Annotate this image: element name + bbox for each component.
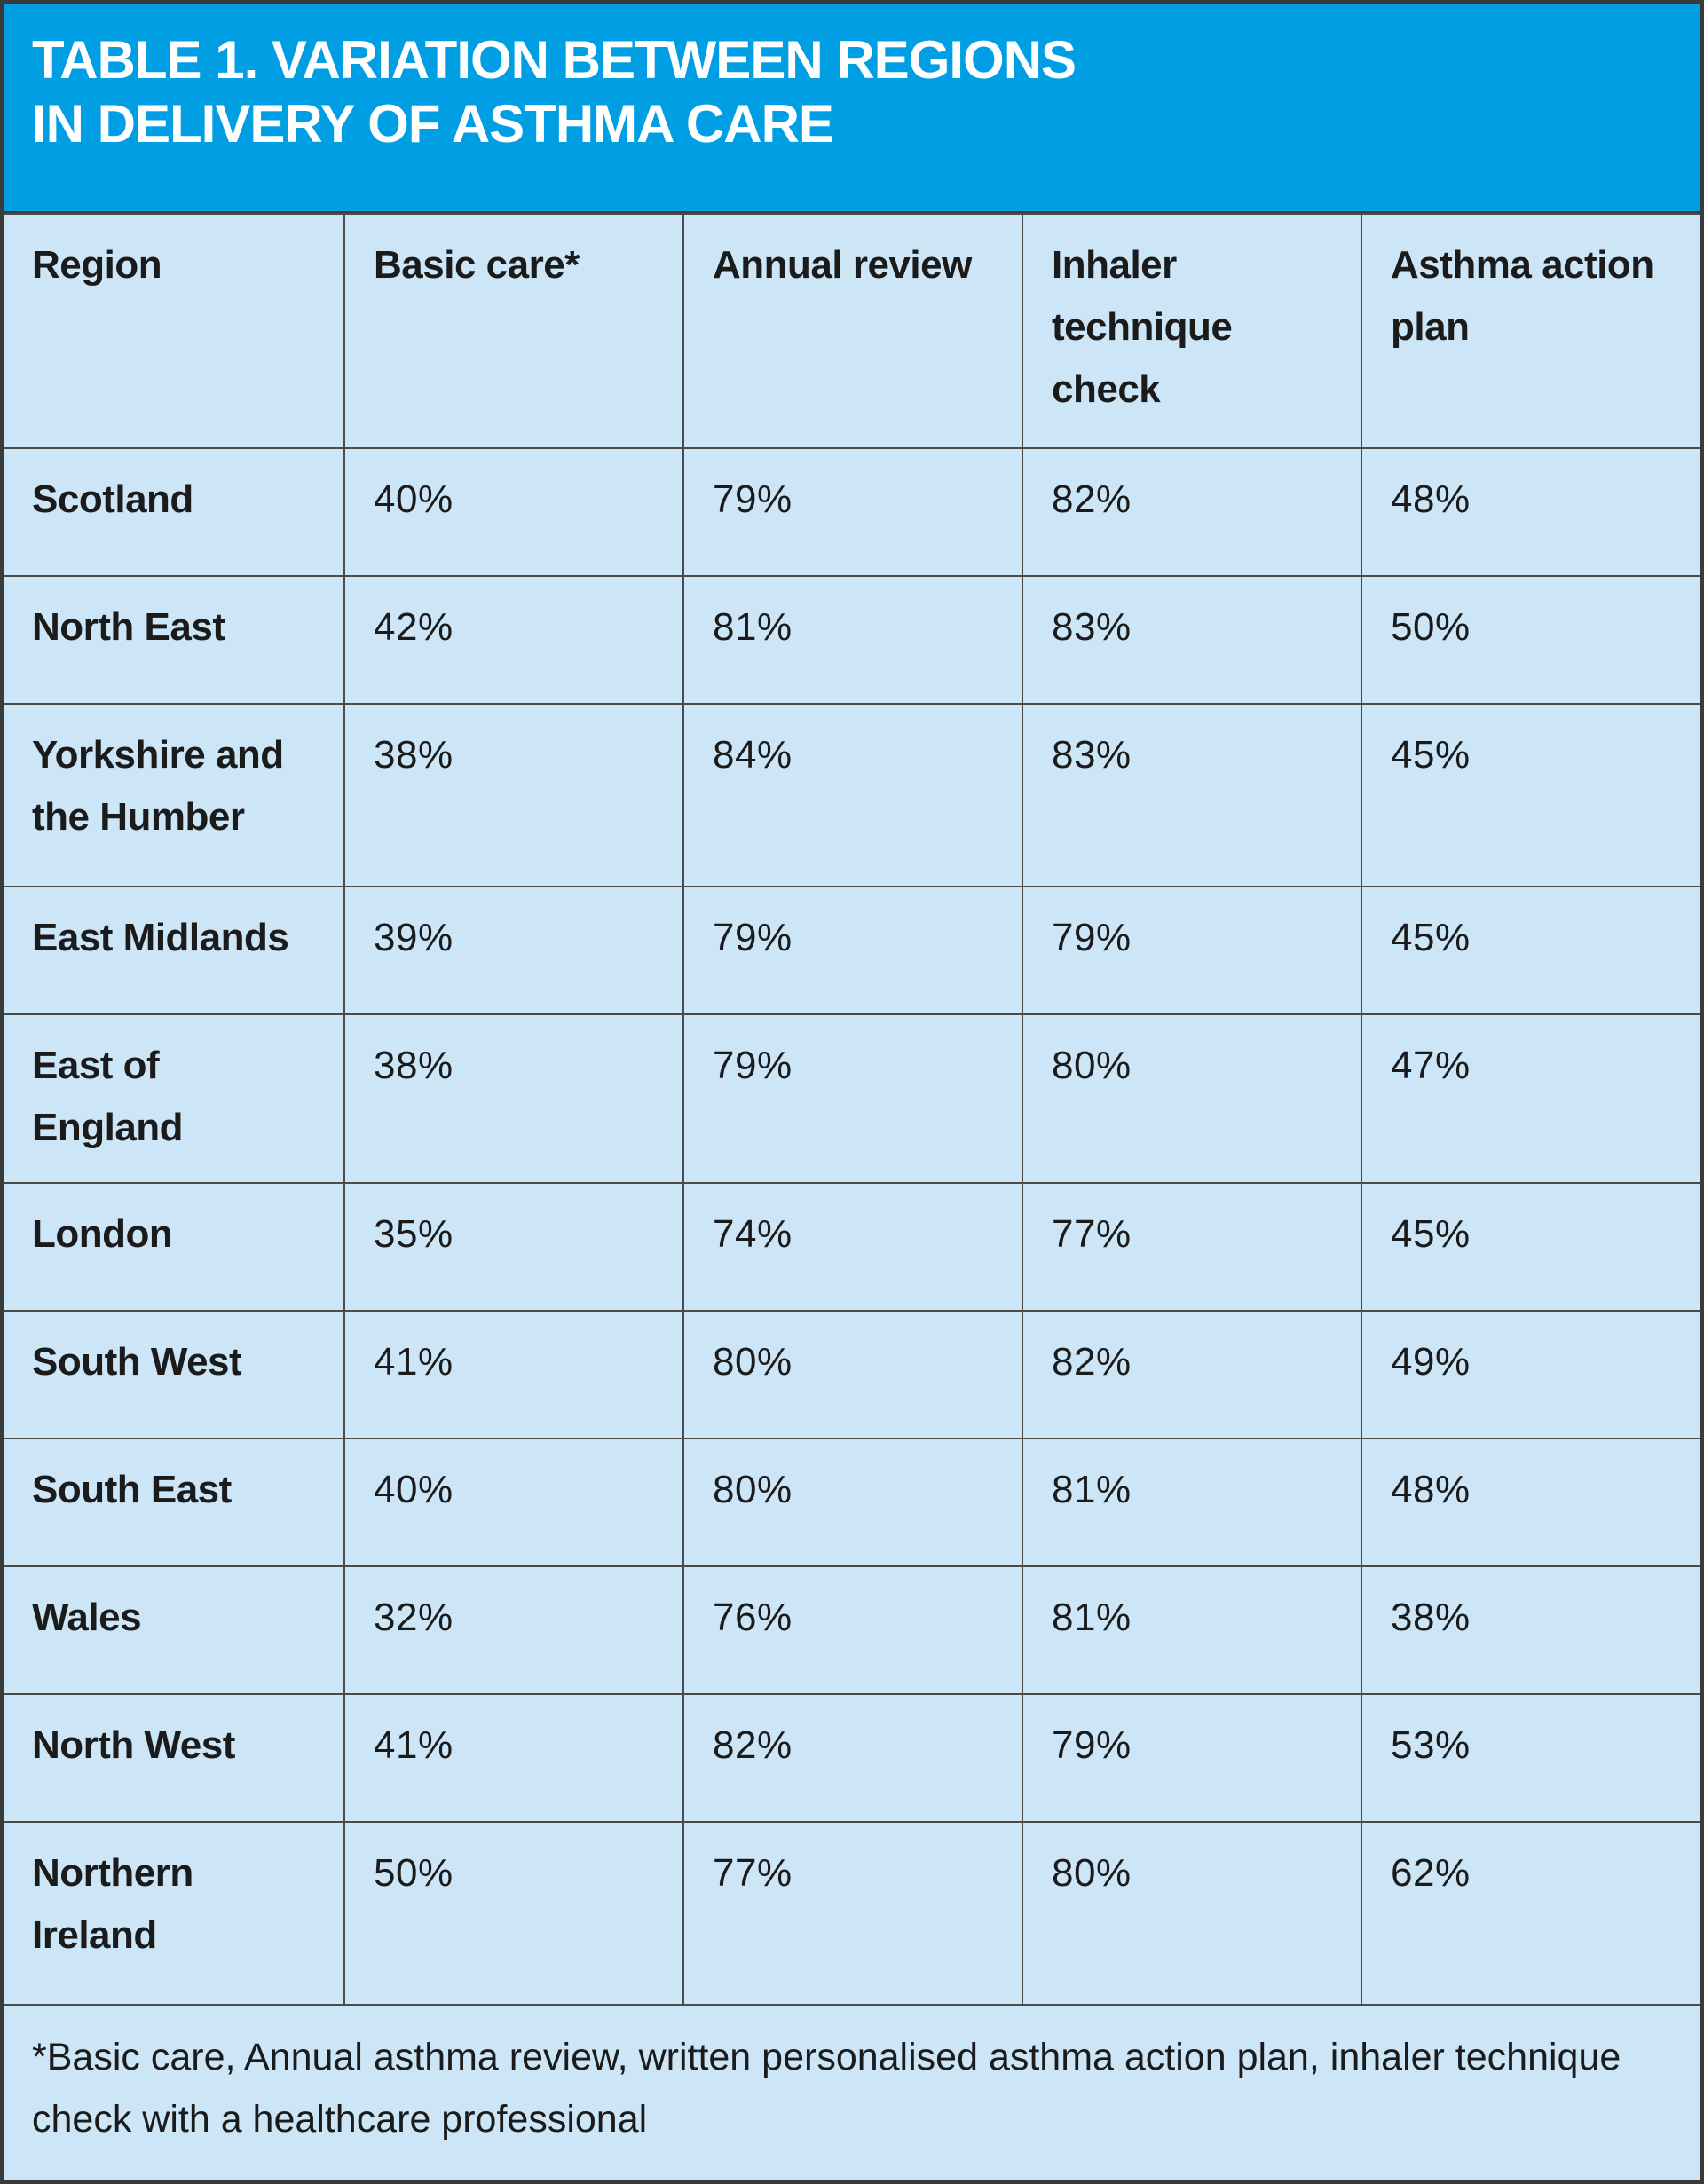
annual-review-cell: 80%	[682, 1310, 1023, 1439]
inhaler-check-cell: 83%	[1022, 703, 1362, 887]
table-row: Scotland 40% 79% 82% 48%	[4, 447, 1700, 577]
basic-care-cell: 39%	[343, 886, 684, 1015]
table-row: East Midlands 39% 79% 79% 45%	[4, 886, 1700, 1015]
region-cell: North East	[4, 575, 345, 705]
region-cell: South West	[4, 1310, 345, 1439]
action-plan-cell: 45%	[1361, 703, 1700, 887]
basic-care-cell: 41%	[343, 1693, 684, 1823]
header-row: Region Basic care* Annual review Inhaler…	[4, 213, 1700, 449]
basic-care-cell: 32%	[343, 1565, 684, 1695]
inhaler-check-cell: 80%	[1022, 1013, 1362, 1184]
table-row: South East 40% 80% 81% 48%	[4, 1438, 1700, 1567]
region-cell: London	[4, 1182, 345, 1312]
region-cell: Scotland	[4, 447, 345, 577]
annual-review-cell: 79%	[682, 1013, 1023, 1184]
basic-care-cell: 50%	[343, 1821, 684, 2006]
inhaler-check-cell: 81%	[1022, 1438, 1362, 1567]
table-row: Northern Ireland 50% 77% 80% 62%	[4, 1821, 1700, 2006]
action-plan-cell: 38%	[1361, 1565, 1700, 1695]
region-cell: Yorkshire and the Humber	[4, 703, 345, 887]
annual-review-cell: 76%	[682, 1565, 1023, 1695]
annual-review-cell: 80%	[682, 1438, 1023, 1567]
action-plan-cell: 49%	[1361, 1310, 1700, 1439]
table-title-line-1: TABLE 1. VARIATION BETWEEN REGIONS	[32, 30, 1077, 90]
annual-review-cell: 77%	[682, 1821, 1023, 2006]
table-row: North West 41% 82% 79% 53%	[4, 1693, 1700, 1823]
region-cell: South East	[4, 1438, 345, 1567]
annual-review-cell: 84%	[682, 703, 1023, 887]
action-plan-cell: 50%	[1361, 575, 1700, 705]
annual-review-cell: 74%	[682, 1182, 1023, 1312]
basic-care-cell: 40%	[343, 1438, 684, 1567]
inhaler-check-cell: 81%	[1022, 1565, 1362, 1695]
table-row: Yorkshire and the Humber 38% 84% 83% 45%	[4, 703, 1700, 887]
region-cell: East Midlands	[4, 886, 345, 1015]
inhaler-check-cell: 82%	[1022, 447, 1362, 577]
region-cell: East of England	[4, 1013, 345, 1184]
action-plan-cell: 48%	[1361, 447, 1700, 577]
header-asthma-action-plan: Asthma action plan	[1361, 213, 1700, 449]
basic-care-cell: 35%	[343, 1182, 684, 1312]
region-cell: Northern Ireland	[4, 1821, 345, 2006]
basic-care-cell: 40%	[343, 447, 684, 577]
table-title-bar: TABLE 1. VARIATION BETWEEN REGIONS IN DE…	[4, 4, 1700, 213]
inhaler-check-cell: 77%	[1022, 1182, 1362, 1312]
table-footnote: *Basic care, Annual asthma review, writt…	[32, 2036, 1621, 2141]
table-title-line-2: IN DELIVERY OF ASTHMA CARE	[32, 94, 834, 154]
action-plan-cell: 48%	[1361, 1438, 1700, 1567]
header-annual-review: Annual review	[682, 213, 1023, 449]
table-row: East of England 38% 79% 80% 47%	[4, 1013, 1700, 1184]
table-row: South West 41% 80% 82% 49%	[4, 1310, 1700, 1439]
table-row: London 35% 74% 77% 45%	[4, 1182, 1700, 1312]
asthma-care-table: Region Basic care* Annual review Inhaler…	[4, 213, 1700, 2006]
action-plan-cell: 62%	[1361, 1821, 1700, 2006]
basic-care-cell: 42%	[343, 575, 684, 705]
inhaler-check-cell: 79%	[1022, 1693, 1362, 1823]
inhaler-check-cell: 80%	[1022, 1821, 1362, 2006]
basic-care-cell: 38%	[343, 703, 684, 887]
annual-review-cell: 81%	[682, 575, 1023, 705]
table-row: North East 42% 81% 83% 50%	[4, 575, 1700, 705]
inhaler-check-cell: 79%	[1022, 886, 1362, 1015]
region-cell: Wales	[4, 1565, 345, 1695]
action-plan-cell: 47%	[1361, 1013, 1700, 1184]
header-region: Region	[4, 213, 345, 449]
annual-review-cell: 82%	[682, 1693, 1023, 1823]
action-plan-cell: 45%	[1361, 886, 1700, 1015]
annual-review-cell: 79%	[682, 447, 1023, 577]
header-inhaler-technique-check: Inhaler technique check	[1022, 213, 1362, 449]
basic-care-cell: 38%	[343, 1013, 684, 1184]
action-plan-cell: 53%	[1361, 1693, 1700, 1823]
annual-review-cell: 79%	[682, 886, 1023, 1015]
inhaler-check-cell: 83%	[1022, 575, 1362, 705]
action-plan-cell: 45%	[1361, 1182, 1700, 1312]
region-cell: North West	[4, 1693, 345, 1823]
table-row: Wales 32% 76% 81% 38%	[4, 1565, 1700, 1695]
inhaler-check-cell: 82%	[1022, 1310, 1362, 1439]
header-basic-care: Basic care*	[343, 213, 684, 449]
basic-care-cell: 41%	[343, 1310, 684, 1439]
